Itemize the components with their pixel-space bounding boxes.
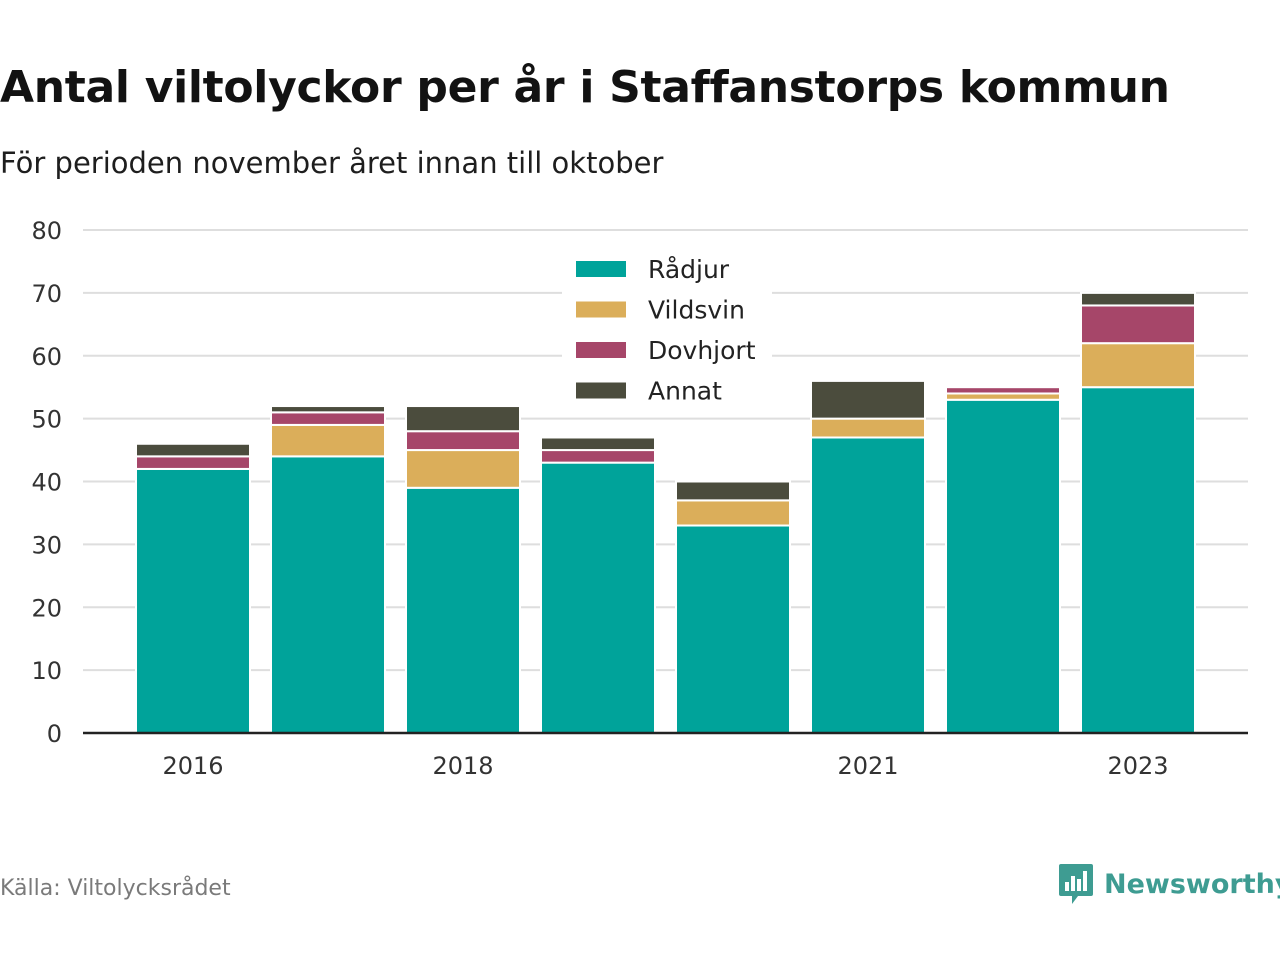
chart-title: Antal viltolyckor per år i Staffanstorps… [0, 62, 1170, 113]
y-tick-label: 0 [47, 720, 62, 748]
y-axis-ticks: 0 10 20 30 40 50 60 70 80 [31, 217, 62, 748]
bar-segment [945, 398, 1061, 734]
bar-segment [1080, 304, 1196, 345]
bar-segment [135, 455, 251, 470]
bar-segment [540, 449, 656, 464]
bar-segment [135, 467, 251, 734]
legend-label: Rådjur [648, 255, 730, 284]
legend-swatch [576, 261, 626, 277]
bar-segment [810, 417, 926, 439]
legend-swatch [576, 342, 626, 358]
y-tick-label: 50 [31, 406, 62, 434]
bar-segment [135, 442, 251, 458]
bar-segment [945, 386, 1061, 395]
y-tick-label: 10 [31, 657, 62, 685]
y-tick-label: 30 [31, 531, 62, 559]
bar-segment [405, 405, 521, 433]
bar-segment [1080, 386, 1196, 734]
y-tick-label: 70 [31, 280, 62, 308]
x-tick-label: 2023 [1107, 752, 1168, 780]
brand-name: Newsworthy [1104, 868, 1280, 900]
bar-segment [810, 379, 926, 420]
bar-segment [540, 436, 656, 452]
y-tick-label: 80 [31, 217, 62, 245]
legend-label: Dovhjort [648, 336, 756, 365]
y-tick-label: 40 [31, 469, 62, 497]
legend-label: Vildsvin [648, 296, 745, 325]
legend-swatch [576, 301, 626, 318]
bar-segment [405, 449, 521, 489]
x-tick-label: 2021 [837, 752, 898, 780]
brand-logo: Newsworthy [1058, 862, 1280, 906]
bar-segment [1080, 342, 1196, 389]
bar-segment [675, 524, 791, 735]
x-tick-label: 2018 [432, 752, 493, 780]
bar-segment [270, 423, 386, 458]
legend: Rådjur Vildsvin Dovhjort Annat [562, 248, 772, 410]
chart-subtitle: För perioden november året innan till ok… [0, 146, 664, 180]
y-tick-label: 20 [31, 594, 62, 622]
legend-swatch [576, 382, 626, 399]
bar-segment [270, 455, 386, 734]
bar-segment [810, 436, 926, 734]
bar-segment [675, 480, 791, 502]
source-note: Källa: Viltolycksrådet [0, 876, 231, 901]
stacked-bar-chart: 0 10 20 30 40 50 60 70 80 2016 2018 2021 2023 Rådju… [31, 217, 1248, 780]
x-axis-ticks: 2016 2018 2021 2023 [162, 752, 1168, 780]
bar-segment [270, 411, 386, 426]
y-tick-label: 60 [31, 343, 62, 371]
bars [135, 291, 1196, 735]
bar-segment [540, 461, 656, 734]
bar-segment [405, 486, 521, 734]
bar-segment [1080, 291, 1196, 307]
x-tick-label: 2016 [162, 752, 223, 780]
bar-segment [675, 499, 791, 527]
bar-segment [405, 430, 521, 452]
bar-chart-logo-icon [1059, 864, 1093, 904]
bar-segment [270, 405, 386, 414]
legend-label: Annat [648, 377, 722, 406]
